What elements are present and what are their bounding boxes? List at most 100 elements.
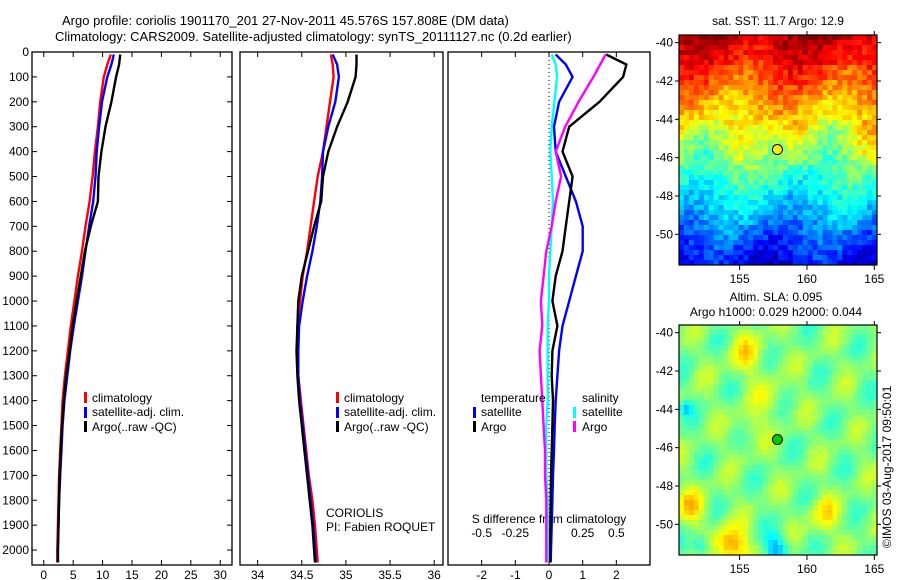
map-cell [679,195,685,201]
map-cell [792,340,799,346]
map-cell [768,350,774,356]
map-cell [822,550,829,555]
map-cell [733,505,739,511]
map-cell [733,235,739,241]
map-cell [763,395,769,401]
map-cell [693,400,700,406]
map-cell [728,425,735,431]
map-cell [802,65,809,71]
map-cell [872,520,877,526]
map-cell [842,465,848,471]
map-cell [773,505,779,511]
map-cell [703,165,710,171]
map-cell [683,95,690,101]
map-cell [723,175,730,181]
map-cell [847,235,853,241]
map-cell [688,195,695,201]
map-cell [698,185,705,191]
map-cell [812,395,819,401]
map-cell [728,410,735,416]
map-cell [728,85,735,91]
map-cell [768,545,774,551]
map-cell [738,475,744,481]
map-cell [768,180,774,186]
map-cell [733,225,739,231]
map-cell [718,410,725,416]
map-cell [812,475,819,481]
map-cell [698,395,705,401]
map-cell [733,360,739,366]
map-cell [797,385,804,391]
x2-tick-label: 0.25 [571,526,595,540]
map-cell [787,465,794,471]
map-cell [832,350,838,356]
map-cell [773,460,779,466]
map-cell [768,530,774,536]
map-cell [778,345,784,351]
map-cell [708,495,715,501]
map-cell [748,155,754,161]
map-cell [733,255,739,261]
map-cell [698,50,705,56]
map-cell [867,340,873,346]
map-cell [768,215,774,221]
map-cell [758,520,764,526]
map-cell [679,450,685,456]
map-cell [718,65,725,71]
map-cell [753,225,759,231]
map-cell [792,240,799,246]
map-cell [698,55,705,61]
map-cell [797,335,804,341]
map-cell [842,400,848,406]
map-cell [782,540,789,546]
map-cell [778,250,784,256]
map-cell [827,185,834,191]
map-cell [827,490,834,496]
map-cell [872,215,877,221]
map-cell [703,180,710,186]
map-cell [822,420,829,426]
map-cell [797,370,804,376]
map-cell [733,125,739,131]
map-cell [758,125,764,131]
map-cell [688,70,695,76]
map-cell [857,195,863,201]
map-cell [693,395,700,401]
map-cell [837,115,843,121]
map-cell [748,210,754,216]
map-cell [802,220,809,226]
x-tick-label: 155 [730,562,750,576]
legend-label-argo: Argo(..raw -QC) [344,420,429,434]
map-cell [688,420,695,426]
map-cell [763,110,769,116]
map-cell [797,110,804,116]
map-cell [773,75,779,81]
map-cell [743,180,749,186]
map-cell [822,485,829,491]
map-cell [827,385,834,391]
map-cell [723,85,730,91]
map-cell [679,540,685,546]
map-cell [753,405,759,411]
map-cell [768,100,774,106]
map-cell [763,420,769,426]
map-cell [763,470,769,476]
map-cell [693,340,700,346]
map-cell [743,135,749,141]
map-cell [812,185,819,191]
map-cell [778,90,784,96]
map-cell [817,185,824,191]
legend-swatch-climatology [336,392,339,403]
map-cell [857,505,863,511]
map-cell [763,165,769,171]
map-cell [852,385,858,391]
map-cell [728,95,735,101]
map-cell [758,455,764,461]
map-cell [792,455,799,461]
map-cell [733,485,739,491]
map-cell [708,430,715,436]
map-cell [782,470,789,476]
map-cell [862,75,868,81]
map-cell [807,135,814,141]
map-cell [778,420,784,426]
